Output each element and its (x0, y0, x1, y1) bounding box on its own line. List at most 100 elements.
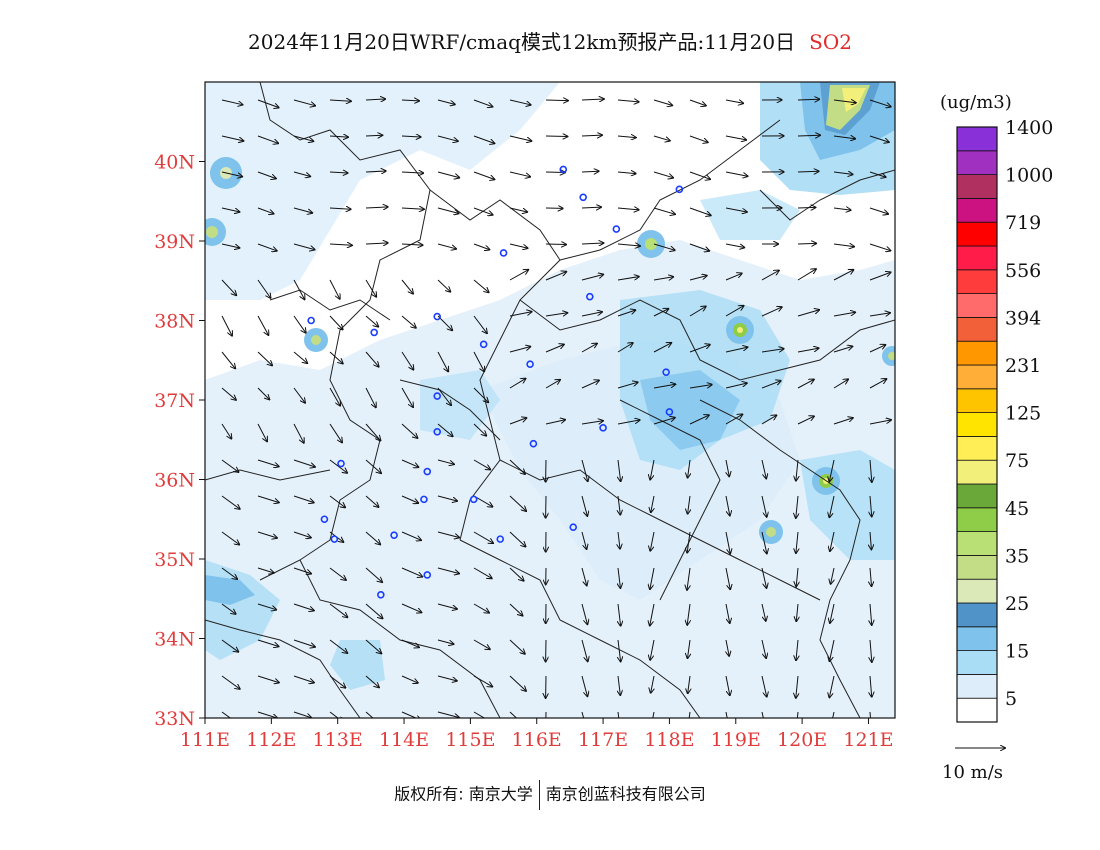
wind-arrow (437, 99, 455, 104)
legend-tick-label: 394 (1005, 307, 1041, 329)
wind-arrow (221, 171, 242, 177)
legend-tick-label: 45 (1005, 498, 1029, 520)
wind-arrow (869, 711, 871, 718)
wind-arrow (830, 639, 835, 661)
wind-arrow (509, 243, 528, 248)
wind-arrow (473, 351, 484, 371)
hotspot-tangshan (637, 230, 665, 258)
wind-arrow (365, 99, 385, 100)
legend-swatch (956, 507, 998, 532)
wind-arrow (870, 459, 872, 482)
wind-arrow (509, 459, 525, 474)
wind-arrow (869, 420, 891, 425)
wind-arrow (650, 531, 655, 551)
wind-arrow (473, 99, 492, 107)
monitoring-site-marker (423, 571, 432, 579)
wind-arrow (437, 243, 456, 249)
wind-arrow (761, 639, 766, 658)
monitoring-site-marker (330, 535, 339, 543)
wind-arrow (581, 275, 603, 281)
wind-arrow (293, 603, 314, 611)
wind-arrow (581, 711, 585, 718)
wind-arrow (293, 135, 313, 141)
wind-arrow (829, 675, 835, 697)
wind-arrow (761, 415, 776, 425)
legend-swatch (956, 293, 998, 318)
wind-arrow (401, 208, 424, 209)
wind-arrow (365, 495, 379, 507)
wind-arrow (293, 423, 304, 443)
wind-arrow (473, 639, 490, 649)
wind-arrow (581, 380, 599, 389)
wind-arrow (509, 270, 528, 281)
lon-tick-label: 115E (445, 729, 495, 751)
wind-arrow (257, 135, 278, 143)
monitoring-site-marker (433, 392, 442, 400)
wind-arrow (651, 675, 654, 693)
legend-swatch (956, 459, 998, 485)
color-legend: 5 15 25 35 45 75 125 231 394 556 719 1000 1400 (956, 117, 1053, 723)
legend-swatch (956, 483, 998, 509)
wind-arrow (618, 675, 620, 695)
wind-arrow (365, 387, 376, 407)
concentration-field (205, 82, 895, 718)
hotspot-west-edge (205, 218, 226, 246)
wind-arrow (869, 379, 886, 389)
legend-tick-label: 125 (1005, 403, 1041, 425)
wind-arrow (725, 171, 748, 176)
wind-arrow (796, 459, 798, 481)
wind-arrow (797, 416, 814, 425)
wind-arrow (365, 315, 378, 327)
legend-swatch (956, 221, 998, 247)
lat-tick-label: 33N (154, 708, 195, 730)
wind-arrow (473, 315, 487, 333)
wind-arrow (689, 99, 706, 106)
wind-arrow (545, 420, 565, 425)
wind-arrow (257, 351, 272, 365)
wind-arrow (509, 312, 532, 317)
wind-arrow (869, 272, 891, 281)
wind-arrow (221, 423, 231, 439)
lon-tick-label: 120E (777, 729, 827, 751)
wind-arrow (401, 495, 418, 503)
legend-swatch (956, 650, 998, 675)
wind-arrow (797, 135, 820, 136)
monitoring-site-marker (665, 408, 674, 416)
monitoring-site-marker (499, 249, 508, 257)
monitoring-site-marker (307, 316, 315, 325)
wind-arrow (833, 100, 856, 103)
wind-arrow (618, 495, 620, 515)
wind-arrow (725, 675, 730, 695)
wind-arrow (473, 603, 489, 613)
wind-arrow (293, 207, 312, 213)
wind-arrow (833, 172, 853, 174)
wind-arrow (689, 243, 709, 251)
wind-arrow (365, 675, 379, 687)
lat-tick-label: 34N (154, 629, 195, 651)
wind-arrow (221, 279, 236, 295)
lon-tick-label: 111E (180, 729, 230, 751)
wind-arrow (509, 99, 531, 105)
wind-arrow (617, 277, 639, 281)
wind-arrow (257, 423, 267, 441)
wind-arrow (617, 711, 620, 718)
wind-arrow (509, 711, 518, 718)
wind-arrow (833, 136, 855, 139)
wind-arrow (437, 351, 448, 371)
wind-arrow (725, 711, 728, 718)
wind-arrow (473, 243, 489, 250)
lat-tick-label: 36N (154, 470, 195, 492)
wind-arrow (617, 208, 639, 210)
wind-arrow (401, 279, 413, 294)
wind-arrow (650, 567, 655, 589)
monitoring-site-marker (559, 165, 568, 174)
wind-arrow (833, 346, 852, 353)
legend-tick-label: 5 (1005, 688, 1017, 710)
wind-arrow (437, 279, 450, 292)
wind-arrow (618, 603, 621, 626)
legend-swatch (956, 269, 998, 294)
monitoring-site-marker (433, 427, 442, 436)
wind-arrow (869, 243, 890, 251)
monitoring-site-marker (579, 193, 587, 202)
wind-arrow (365, 567, 382, 582)
